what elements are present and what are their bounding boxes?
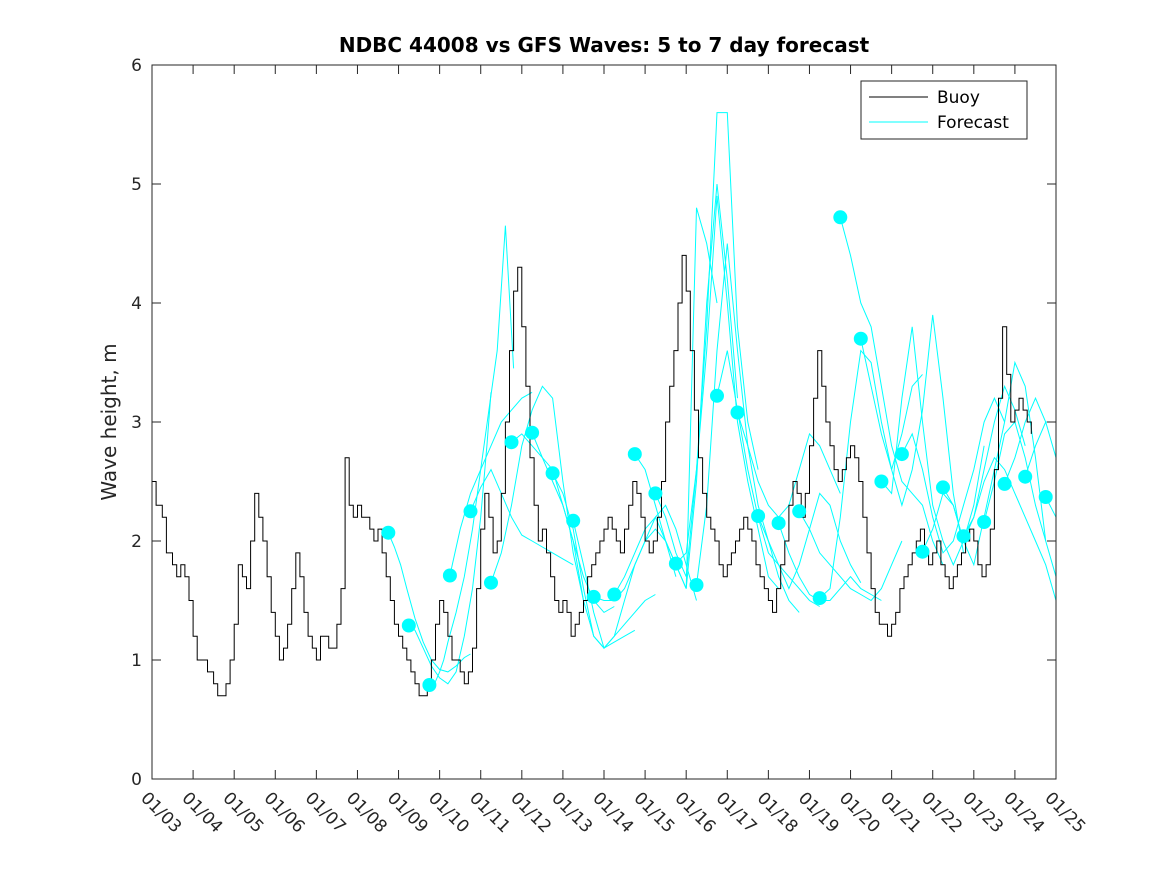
forecast-line-4 (449, 391, 533, 576)
y-tick-label-1: 1 (131, 651, 142, 671)
forecast-marker-31 (997, 476, 1012, 491)
forecast-marker-23 (833, 210, 848, 225)
legend-forecast-label: Forecast (937, 113, 1009, 133)
forecast-marker-4 (442, 568, 457, 583)
forecast-line-31 (1004, 396, 1057, 485)
forecast-marker-30 (977, 515, 992, 529)
forecast-marker-9 (545, 466, 560, 481)
forecast-line-6 (490, 385, 594, 601)
y-tick-label-6: 6 (131, 56, 142, 76)
forecast-line-3 (429, 225, 515, 686)
forecast-marker-33 (1038, 490, 1053, 504)
forecast-marker-16 (689, 578, 704, 592)
forecast-marker-18 (730, 405, 745, 420)
forecast-line-22 (819, 349, 923, 599)
forecast-markers (381, 210, 1053, 692)
forecast-marker-5 (463, 504, 478, 519)
y-tick-label-3: 3 (131, 413, 142, 433)
forecast-marker-22 (812, 591, 827, 606)
forecast-line-15 (675, 195, 779, 589)
y-axis: 0 1 2 3 4 5 6 (131, 56, 1056, 790)
legend-box (860, 80, 1028, 140)
forecast-marker-32 (1018, 469, 1033, 484)
y-tick-label-5: 5 (131, 175, 142, 195)
buoy-line (152, 254, 1032, 697)
plot-area (152, 65, 1056, 779)
chart-title: NDBC 44008 vs GFS Waves: 5 to 7 day fore… (339, 33, 870, 57)
forecast-line-20 (778, 522, 882, 601)
forecast-line-17 (716, 350, 820, 607)
forecast-marker-8 (525, 425, 540, 440)
forecast-line-21 (798, 511, 903, 602)
y-tick-label-2: 2 (131, 532, 142, 552)
forecast-marker-14 (648, 486, 663, 501)
buoy-line-group (152, 254, 1032, 697)
forecast-marker-27 (915, 544, 930, 559)
forecast-marker-21 (792, 504, 807, 519)
y-axis-label: Wave height, m (97, 343, 121, 500)
forecast-marker-3 (422, 678, 437, 692)
forecast-line-2 (408, 392, 492, 685)
legend: Buoy Forecast (860, 80, 1028, 140)
forecast-marker-13 (627, 447, 642, 462)
forecast-line-23 (839, 217, 944, 565)
forecast-marker-12 (607, 587, 622, 602)
forecast-line-24 (860, 314, 964, 553)
forecast-marker-17 (710, 388, 724, 403)
y-tick-label-4: 4 (131, 294, 142, 314)
forecast-marker-24 (853, 331, 868, 346)
forecast-marker-26 (894, 447, 909, 462)
forecast-marker-10 (566, 513, 581, 528)
forecast-line-5 (470, 468, 574, 566)
forecast-line-26 (901, 396, 1006, 554)
forecast-marker-6 (484, 575, 498, 590)
forecast-line-14 (654, 112, 759, 577)
forecast-marker-25 (874, 474, 889, 489)
forecast-marker-29 (956, 529, 971, 544)
forecast-marker-2 (401, 618, 416, 633)
y-tick-label-0: 0 (131, 770, 142, 790)
forecast-marker-7 (504, 435, 519, 450)
forecast-marker-19 (751, 509, 766, 523)
forecast-marker-11 (586, 589, 601, 604)
forecast-marker-1 (381, 525, 396, 540)
forecast-marker-20 (771, 516, 786, 531)
forecast-marker-28 (936, 480, 950, 495)
legend-buoy-label: Buoy (937, 88, 980, 108)
forecast-marker-15 (668, 556, 683, 571)
